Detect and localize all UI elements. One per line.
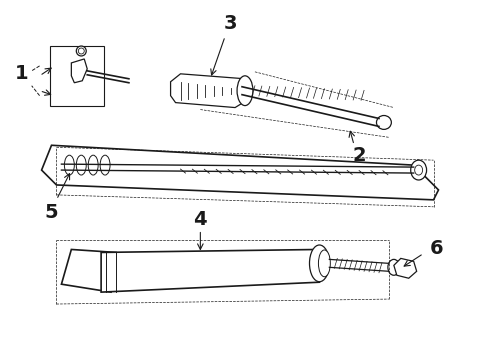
Ellipse shape (76, 155, 86, 175)
Polygon shape (171, 74, 250, 108)
Ellipse shape (237, 76, 253, 105)
Ellipse shape (78, 48, 84, 54)
Ellipse shape (415, 165, 422, 175)
Ellipse shape (64, 155, 74, 175)
Text: 1: 1 (15, 64, 28, 83)
Polygon shape (61, 249, 116, 292)
Polygon shape (394, 258, 416, 278)
Text: 6: 6 (430, 239, 443, 258)
Ellipse shape (76, 46, 86, 56)
Text: 3: 3 (223, 14, 237, 33)
Polygon shape (42, 145, 439, 200)
Ellipse shape (376, 116, 392, 129)
Text: 5: 5 (45, 203, 58, 222)
Text: 2: 2 (352, 146, 366, 165)
Ellipse shape (100, 155, 110, 175)
Ellipse shape (88, 155, 98, 175)
Polygon shape (101, 249, 319, 292)
Ellipse shape (310, 245, 329, 282)
Polygon shape (72, 59, 87, 83)
Text: 4: 4 (194, 210, 207, 229)
Ellipse shape (411, 160, 427, 180)
Ellipse shape (388, 260, 400, 275)
Ellipse shape (318, 250, 330, 277)
